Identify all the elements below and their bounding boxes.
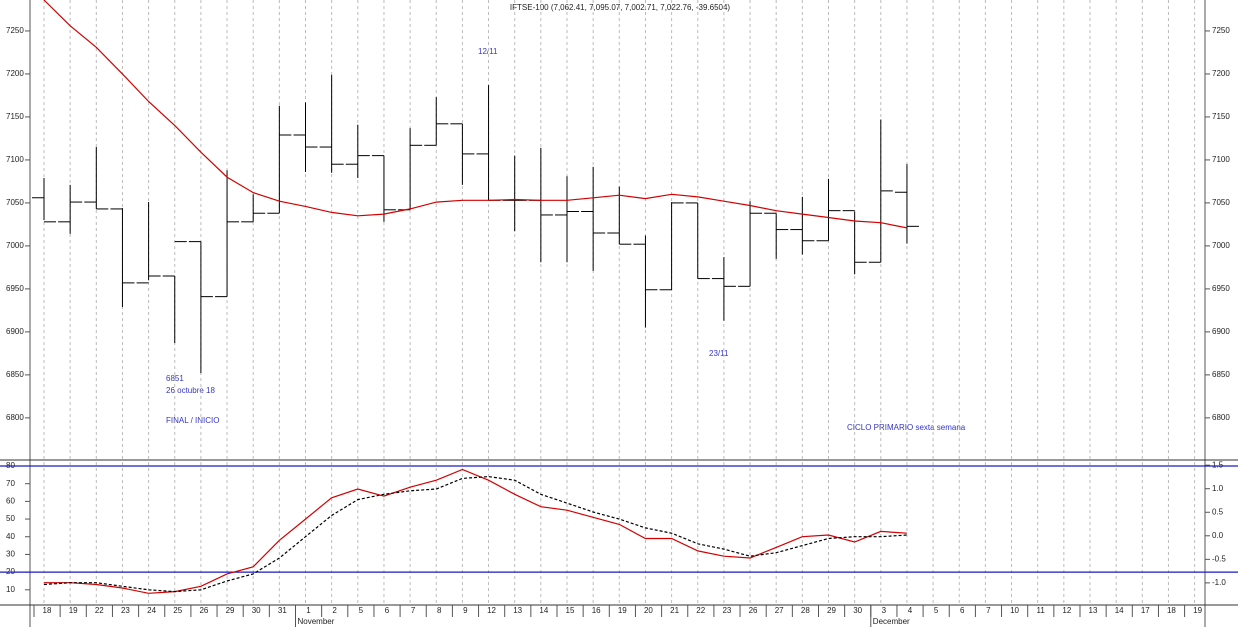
x-tick-label: 6 [385,606,390,615]
x-tick-label: 14 [1115,606,1124,615]
x-tick-label: 19 [1193,606,1202,615]
x-tick-label: 18 [1167,606,1176,615]
y-tick-label: 6950 [6,284,24,293]
y-tick-label: 7200 [1212,69,1230,78]
annotation: 26 octubre 18 [166,386,215,395]
x-tick-label: 12 [1062,606,1071,615]
series-line [43,0,908,229]
y2-tick-label: -1.0 [1212,578,1226,587]
x-tick-label: 26 [749,606,758,615]
y-tick-label: 7150 [1212,112,1230,121]
x-tick-label: 21 [670,606,679,615]
x-tick-label: 17 [1141,606,1150,615]
x-tick-label: 24 [147,606,156,615]
y-tick-label: 7150 [6,112,24,121]
x-tick-label: 5 [934,606,939,615]
x-tick-label: 5 [359,606,364,615]
x-tick-label: 30 [853,606,862,615]
x-tick-label: 14 [539,606,548,615]
y-tick-label: 6950 [1212,284,1230,293]
y-tick-label: 70 [6,479,15,488]
x-tick-label: 19 [618,606,627,615]
x-tick-label: 22 [95,606,104,615]
y-tick-label: 7000 [6,241,24,250]
y-tick-label: 6900 [6,327,24,336]
y-tick-label: 40 [6,532,15,541]
x-tick-label: 4 [908,606,913,615]
x-tick-label: 12 [487,606,496,615]
x-tick-label: 1 [306,606,311,615]
y2-tick-label: 0.5 [1212,507,1224,516]
y-tick-label: 7250 [6,26,24,35]
x-tick-label: 10 [1010,606,1019,615]
annotation: FINAL / INICIO [166,416,220,425]
y-tick-label: 50 [6,514,15,523]
y2-tick-label: 0.0 [1212,531,1224,540]
y-tick-label: 10 [6,585,15,594]
x-tick-label: 8 [437,606,442,615]
x-tick-label: 20 [644,606,653,615]
x-tick-label: 23 [722,606,731,615]
series-line [43,475,907,593]
x-tick-label: 9 [463,606,468,615]
x-tick-label: 2 [332,606,337,615]
x-tick-label: 25 [173,606,182,615]
y2-tick-label: 1.5 [1212,460,1224,469]
x-tick-label: 18 [43,606,52,615]
x-tick-label: 29 [226,606,235,615]
y-tick-label: 6800 [1212,413,1230,422]
y2-tick-label: 1.0 [1212,484,1224,493]
x-tick-label: 13 [1089,606,1098,615]
x-tick-label: 11 [1037,606,1046,615]
x-tick-label: 15 [566,606,575,615]
x-tick-label: 31 [278,606,287,615]
x-tick-label: 30 [252,606,261,615]
y-tick-label: 7050 [1212,198,1230,207]
x-tick-label: 16 [592,606,601,615]
month-label: November [298,617,335,626]
y2-tick-label: -0.5 [1212,554,1226,563]
y-tick-label: 30 [6,550,15,559]
y-tick-label: 7250 [1212,26,1230,35]
y-tick-label: 7100 [6,155,24,164]
series-line [44,468,907,594]
x-tick-label: 3 [882,606,887,615]
x-tick-label: 22 [696,606,705,615]
x-tick-label: 28 [801,606,810,615]
x-tick-label: 7 [411,606,416,615]
y-tick-label: 60 [6,496,15,505]
chart-title: IFTSE-100 (7,062.41, 7,095.07, 7,002.71,… [510,3,730,12]
x-tick-label: 7 [986,606,991,615]
x-tick-label: 19 [69,606,78,615]
y-tick-label: 6850 [1212,370,1230,379]
y-tick-label: 7100 [1212,155,1230,164]
x-tick-label: 6 [960,606,965,615]
annotation: 23/11 [709,349,729,358]
x-tick-label: 27 [775,606,784,615]
annotation: 12/11 [478,47,498,56]
y-tick-label: 6850 [6,370,24,379]
annotation: CICLO PRIMARIO sexta semana [847,423,966,432]
x-tick-label: 26 [199,606,208,615]
y-tick-label: 7200 [6,69,24,78]
x-tick-label: 23 [121,606,130,615]
y-tick-label: 7000 [1212,241,1230,250]
y-tick-label: 7050 [6,198,24,207]
x-tick-label: 13 [513,606,522,615]
month-label: December [873,617,910,626]
y-tick-label: 6800 [6,413,24,422]
y-tick-label: 6900 [1212,327,1230,336]
x-tick-label: 29 [827,606,836,615]
